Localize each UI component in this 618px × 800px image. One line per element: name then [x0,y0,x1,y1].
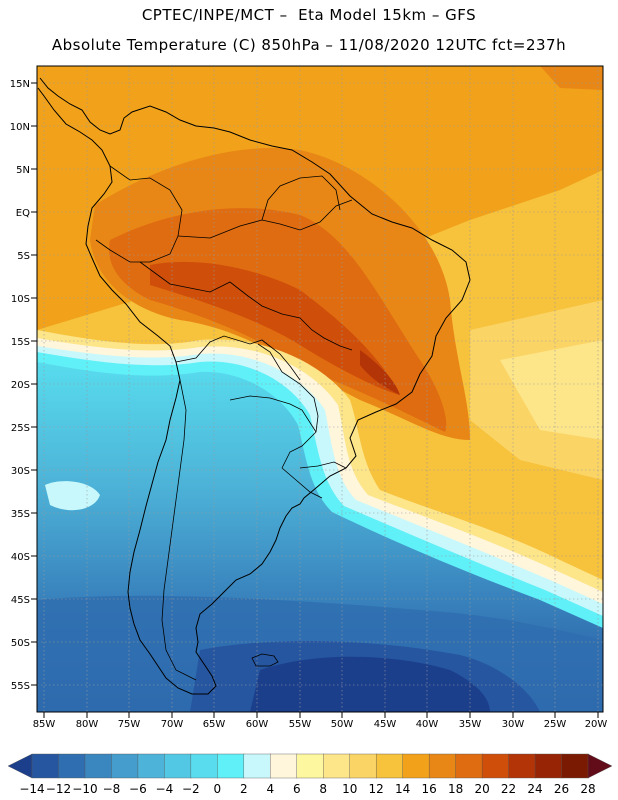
colorbar-swatch [137,753,166,779]
lat-label: 10N [10,122,30,133]
field-minus14c [250,656,490,712]
colorbar-swatch [402,753,430,779]
colorbar-label: 16 [422,782,437,796]
coastline [37,77,471,695]
longitude-axis: 85W 80W 75W 70W 65W 60W 55W 50W 45W 40W … [33,712,608,730]
lat-label: 10S [11,294,30,305]
colorbar-label: 14 [395,782,410,796]
colorbar-swatch [323,753,351,779]
map-subtitle: Absolute Temperature (C) 850hPa – 11/08/… [51,36,567,54]
colorbar-label: −2 [182,782,200,796]
colorbar-label: −4 [156,782,174,796]
colorbar-swatch [217,753,245,779]
map-frame [36,65,604,713]
colorbar-swatch [7,753,33,779]
colorbar-label: −14 [19,782,44,796]
colorbar-label: 10 [342,782,357,796]
colorbar-swatch [455,753,483,779]
lon-label: 45W [374,719,397,730]
latitude-axis: 15N 10N 5N EQ 5S 10S 15S 20S 25S 30S 35S… [10,79,37,692]
colorbar-label: 26 [554,782,569,796]
colorbar-label: 8 [319,782,327,796]
colorbar-swatch [375,753,404,779]
map-title: CPTEC/INPE/MCT – Eta Model 15km – GFS [141,6,477,24]
colorbar-label: 18 [448,782,463,796]
colorbar-swatch [481,753,510,779]
falkland-islands [251,653,279,667]
colorbar-swatch [164,753,192,779]
lat-label: 40S [11,552,30,563]
lon-label: 25W [544,719,567,730]
lon-label: 35W [459,719,482,730]
lat-label: 5S [17,251,30,262]
field-10c [500,340,603,440]
colorbar-swatch [428,753,457,779]
colorbar-swatch [296,753,324,779]
colorbar-swatch [190,753,219,779]
colorbar-swatch [587,753,613,779]
colorbar-label: 6 [293,782,301,796]
colorbar-swatch [270,753,298,779]
lon-label: 55W [289,719,312,730]
colorbar-swatch [58,753,86,779]
map-panel [37,66,603,712]
lat-label: 30S [11,466,30,477]
colorbar-label: 0 [214,782,222,796]
colorbar: −14 −12 −10 −8 −6 −4 −2 0 2 4 6 8 10 12 14 16 18 20 22 24 26… [7,753,613,796]
colorbar-label: 24 [527,782,542,796]
lon-label: 60W [246,719,269,730]
lon-label: 30W [502,719,525,730]
lat-label: 45S [11,595,30,606]
lat-label: 15N [10,79,30,90]
lon-label: 75W [118,719,141,730]
colorbar-label: 22 [501,782,516,796]
colorbar-label: 4 [266,782,274,796]
colorbar-label: −6 [129,782,147,796]
lon-label: 70W [161,719,184,730]
colorbar-label: 20 [474,782,489,796]
colorbar-swatch [561,753,589,779]
colorbar-label: 28 [580,782,595,796]
lon-label: 20W [585,719,608,730]
colorbar-swatch [111,753,139,779]
country-borders [95,165,353,681]
colorbar-label: −10 [72,782,97,796]
colorbar-label: 2 [240,782,248,796]
colorbar-label: −8 [103,782,121,796]
colorbar-label: −12 [46,782,71,796]
lon-label: 65W [203,719,226,730]
lat-label: 50S [11,638,30,649]
colorbar-swatch [508,753,536,779]
field-18c-ne [540,66,603,90]
lat-label: 35S [11,509,30,520]
lon-label: 40W [416,719,439,730]
lat-label: 15S [11,337,30,348]
lon-label: 85W [33,719,56,730]
lat-label: 5N [16,165,30,176]
colorbar-swatch [84,753,113,779]
lon-label: 50W [331,719,354,730]
colorbar-label: 12 [369,782,384,796]
colorbar-swatch [349,753,377,779]
colorbar-swatch [243,753,271,779]
colorbar-swatch [534,753,563,779]
lat-label: EQ [16,208,30,219]
lat-label: 20S [11,380,30,391]
lat-label: 55S [11,681,30,692]
colorbar-swatch [31,753,60,779]
lon-label: 80W [76,719,99,730]
field-cold-pocket [45,481,100,511]
field-22c [150,261,400,395]
lat-label: 25S [11,423,30,434]
